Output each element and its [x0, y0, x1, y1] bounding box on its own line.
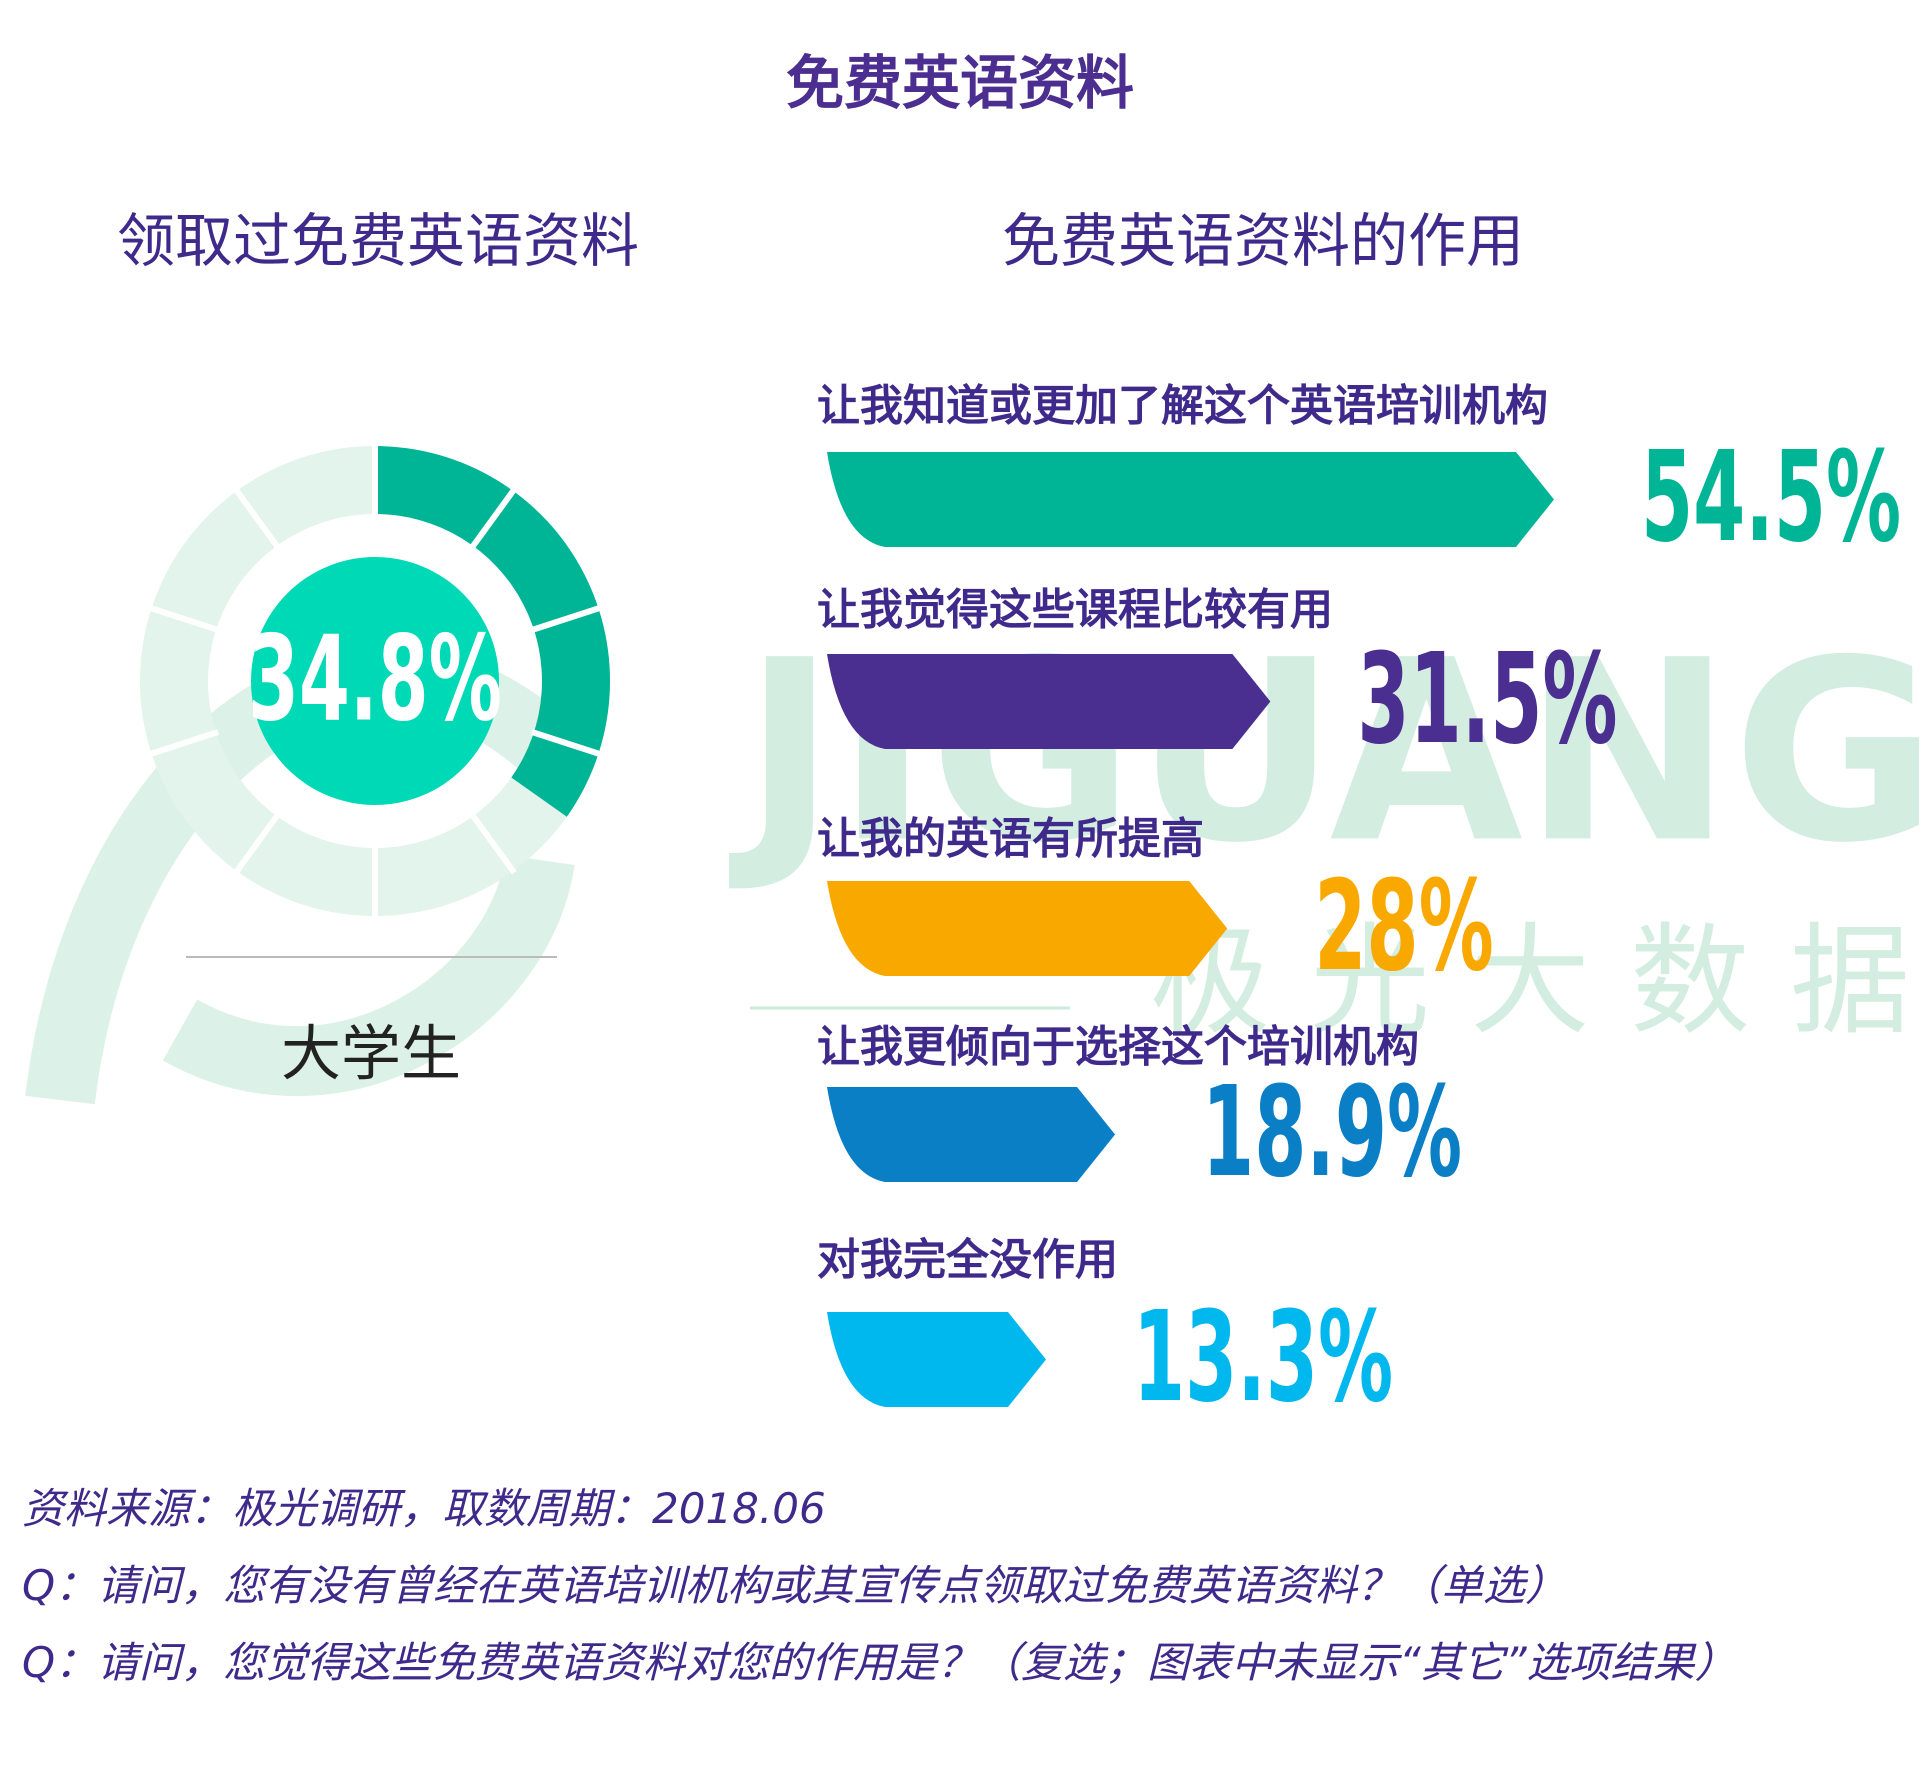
category-label: 让我觉得这些课程比较有用 — [817, 586, 1333, 636]
chart-title: 免费英语资料的作用 — [1002, 207, 1524, 275]
segment-gap — [530, 729, 602, 758]
watermark: 极光大数据 — [1150, 913, 1932, 1052]
value-label-group: 34.8% — [248, 611, 502, 748]
segment-gap — [530, 604, 602, 633]
segment-gap — [469, 812, 517, 875]
bar — [827, 452, 1554, 547]
notes: 资料来源：极光调研，取数周期：2018.06 Q：请问，您有没有曾经在英语培训机… — [22, 1470, 1902, 1701]
segment-gap — [233, 487, 281, 550]
note: 资料来源：极光调研，取数周期：2018.06 — [22, 1484, 826, 1533]
value-label: 31.5% — [1357, 627, 1617, 773]
value-label: 54.5% — [1641, 425, 1901, 571]
value-label: 18.9% — [1202, 1060, 1462, 1206]
segment-gap — [233, 812, 281, 875]
bar — [827, 881, 1228, 976]
category-label: 让我更倾向于选择这个培训机构 — [817, 1023, 1419, 1073]
bar — [827, 1087, 1116, 1182]
category-label: 大学生 — [281, 1020, 461, 1090]
page-title: 免费英语资料 — [786, 49, 1134, 117]
bar — [827, 1312, 1046, 1407]
value-label-group: 28% — [1314, 854, 1493, 1000]
category-label: 让我知道或更加了解这个英语培训机构 — [817, 382, 1548, 432]
category-label: 让我的英语有所提高 — [817, 815, 1204, 865]
value-label: 13.3% — [1133, 1285, 1393, 1431]
segment-gap — [148, 729, 220, 758]
value-label-group: 31.5% — [1357, 627, 1617, 773]
bar — [827, 654, 1271, 749]
donut-center — [251, 557, 499, 805]
chart-title: 领取过免费英语资料 — [117, 207, 639, 275]
segment-gap — [148, 604, 220, 633]
segment-gap — [469, 487, 517, 550]
note: Q：请问，您觉得这些免费英语资料对您的作用是？（复选；图表中未显示“其它”选项结… — [22, 1638, 1737, 1687]
value-label-group: 54.5% — [1641, 425, 1901, 571]
value-label: 34.8% — [248, 611, 502, 748]
category-label: 对我完全没作用 — [817, 1236, 1118, 1286]
note: Q：请问，您有没有曾经在英语培训机构或其宣传点领取过免费英语资料？（单选） — [22, 1561, 1568, 1610]
value-label: 28% — [1314, 854, 1493, 1000]
donut-arc — [375, 446, 610, 817]
value-label-group: 18.9% — [1202, 1060, 1462, 1206]
value-label-group: 13.3% — [1133, 1285, 1393, 1431]
